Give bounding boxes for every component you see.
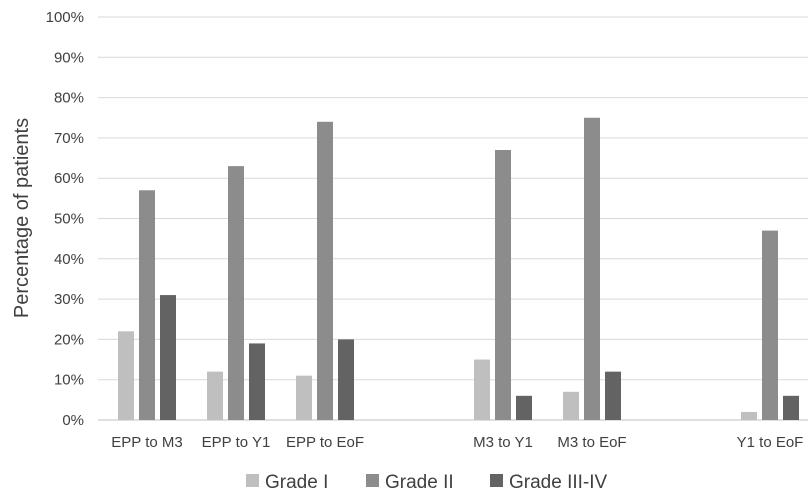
y-tick-label: 0% xyxy=(62,412,84,429)
bar-grade-i xyxy=(563,391,579,420)
y-tick-label: 70% xyxy=(54,130,84,147)
legend-label: Grade III-IV xyxy=(509,472,608,493)
y-tick-label: 80% xyxy=(54,90,84,107)
y-tick-label: 90% xyxy=(54,49,84,66)
x-category-label: Y1 to EoF xyxy=(737,434,804,451)
bar-grade-ii xyxy=(139,190,155,420)
legend-swatch xyxy=(366,474,379,487)
y-tick-label: 100% xyxy=(46,9,84,26)
bar-grade-i xyxy=(118,331,134,420)
bars xyxy=(118,117,799,421)
y-axis-ticks: 0% 10% 20% 30% 40% 50% 60% 70% 80% 90% 100% xyxy=(46,9,84,429)
x-category-label: EPP to Y1 xyxy=(202,434,271,451)
x-category-label: EPP to M3 xyxy=(111,434,182,451)
legend: Grade I Grade II Grade III-IV xyxy=(246,472,608,493)
legend-swatch xyxy=(490,474,503,487)
bar-grade-ii xyxy=(584,117,600,420)
legend-label: Grade I xyxy=(265,472,328,493)
y-tick-label: 30% xyxy=(54,291,84,308)
bar-grade-i xyxy=(296,375,312,420)
x-category-label: M3 to Y1 xyxy=(473,434,533,451)
y-tick-label: 40% xyxy=(54,251,84,268)
legend-swatch xyxy=(246,474,259,487)
y-tick-label: 20% xyxy=(54,331,84,348)
y-tick-label: 60% xyxy=(54,170,84,187)
x-category-label: M3 to EoF xyxy=(557,434,626,451)
y-tick-label: 10% xyxy=(54,372,84,389)
bar-grade-iii-iv xyxy=(249,343,265,420)
bar-grade-ii xyxy=(495,149,511,421)
gridlines xyxy=(98,16,808,421)
x-category-label: EPP to EoF xyxy=(286,434,364,451)
bar-grade-i xyxy=(207,371,223,420)
x-axis-labels: EPP to M3 EPP to Y1 EPP to EoF M3 to Y1 M3 t… xyxy=(111,434,803,451)
bar-grade-iii-iv xyxy=(605,371,621,420)
bar-grade-i xyxy=(741,411,757,420)
bar-grade-ii xyxy=(762,230,778,420)
bar-grade-iii-iv xyxy=(338,339,354,420)
bar-grade-iii-iv xyxy=(783,395,799,420)
y-tick-label: 50% xyxy=(54,211,84,228)
bar-grade-ii xyxy=(228,166,244,420)
bar-grade-iii-iv xyxy=(516,395,532,420)
bar-grade-ii xyxy=(317,121,333,420)
bar-grade-iii-iv xyxy=(160,295,176,420)
bar-grade-i xyxy=(474,359,490,420)
y-axis-title: Percentage of patients xyxy=(11,118,33,318)
legend-label: Grade II xyxy=(385,472,454,493)
